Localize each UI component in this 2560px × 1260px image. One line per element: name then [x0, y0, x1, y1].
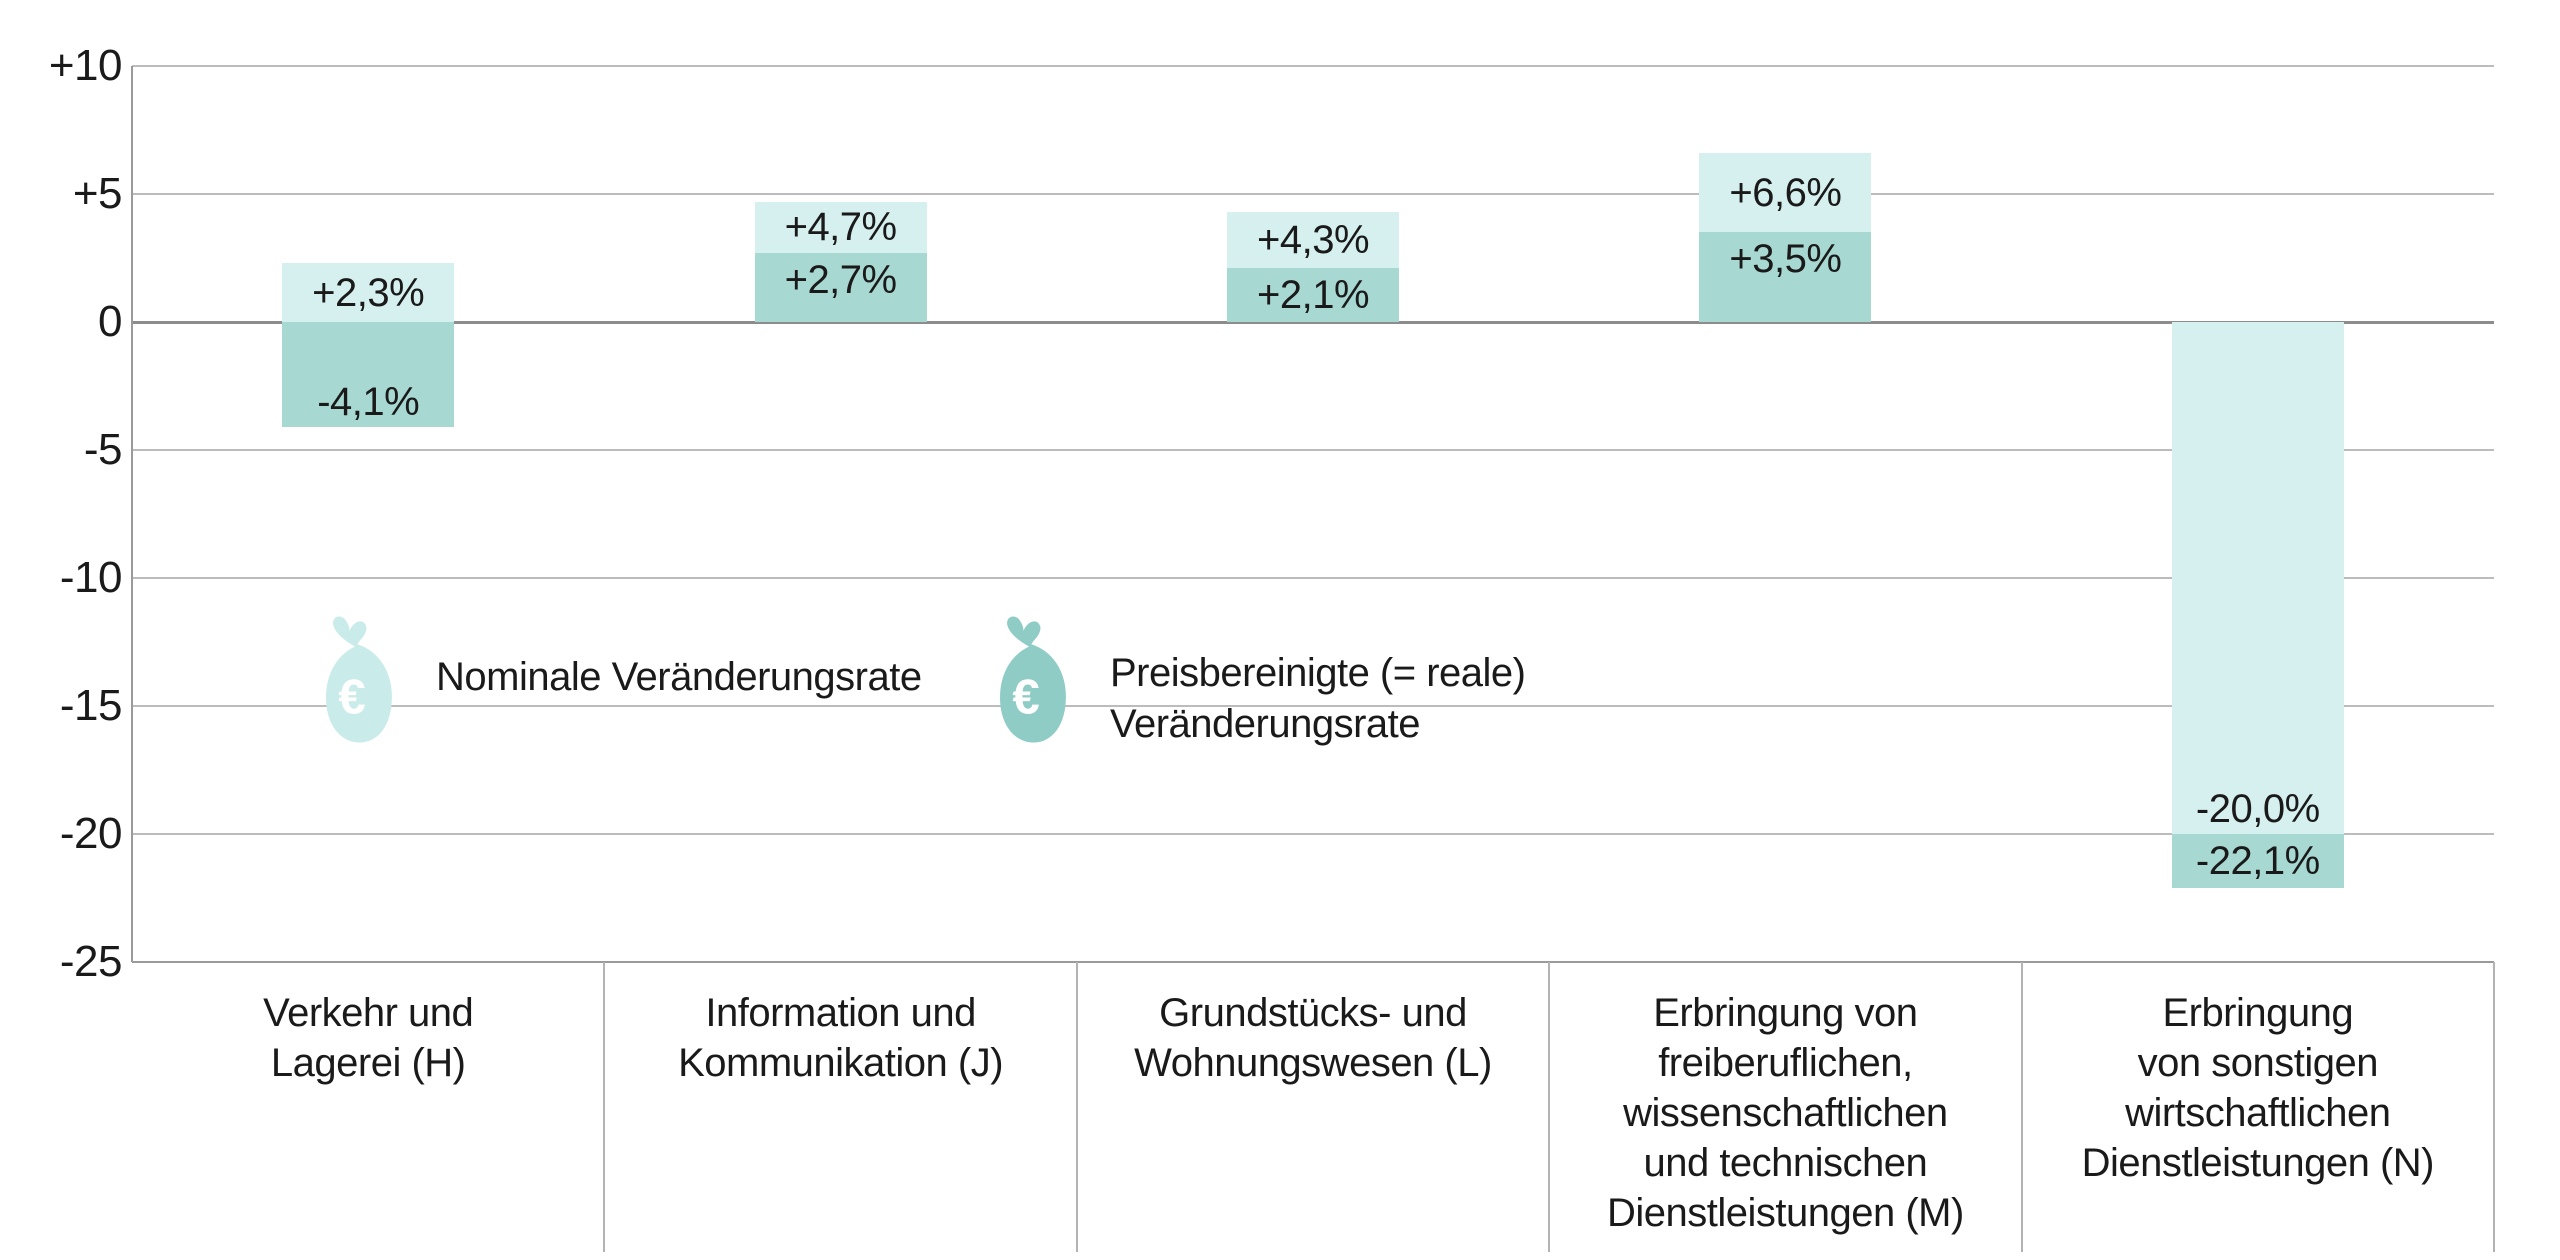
category-label-line: wissenschaftlichen — [1623, 1091, 1948, 1135]
euro-symbol: € — [338, 671, 365, 725]
x-axis-baseline — [132, 961, 2494, 963]
y-axis-tick-label: -20 — [59, 809, 123, 858]
category-label-line: und technischen — [1643, 1141, 1928, 1185]
gridline — [132, 449, 2494, 451]
bar-value-label-real: -4,1% — [317, 379, 420, 424]
category-label: Erbringung von freiberuflichen, wissenscha… — [1549, 988, 2021, 1238]
gridline — [132, 833, 2494, 835]
y-axis-tick-label: -25 — [59, 937, 123, 986]
category-label-line: Wohnungswesen (L) — [1134, 1041, 1492, 1085]
category-label-line: Grundstücks- und — [1159, 991, 1467, 1035]
category-label-line: von sonstigen — [2137, 1041, 2379, 1085]
y-axis-tick-label: +10 — [48, 41, 123, 90]
bar-value-label-real: -22,1% — [2195, 838, 2320, 883]
category-label-line: Verkehr und — [263, 991, 474, 1035]
category-label: Erbringung von sonstigen wirtschaftlichen D… — [2022, 988, 2494, 1188]
bar-value-label-nominal: -20,0% — [2195, 787, 2320, 831]
gridline — [132, 65, 2494, 67]
bar-value-label-real: +2,1% — [1256, 273, 1370, 318]
category-label-line: Erbringung — [2162, 991, 2354, 1035]
gridline — [132, 193, 2494, 195]
gridline — [132, 577, 2494, 579]
bar-value-label-nominal: +6,6% — [1729, 170, 1842, 215]
category-label: Information und Kommunikation (J) — [604, 988, 1076, 1088]
legend-label-real-line1: Preisbereinigte (= reale) — [1110, 651, 1526, 695]
category-label-line: Kommunikation (J) — [678, 1041, 1004, 1085]
y-axis-line — [131, 66, 133, 962]
bar-value-label-nominal: +4,3% — [1256, 218, 1370, 263]
bar-value-label-nominal: +2,3% — [312, 270, 425, 315]
category-label: Verkehr und Lagerei (H) — [132, 988, 604, 1088]
bar-real-segment — [1227, 268, 1399, 322]
column-separator — [2493, 962, 2495, 1252]
y-axis-tick-label: -10 — [59, 553, 123, 602]
money-bag-euro-icon: € — [1000, 616, 1066, 743]
zero-line — [132, 320, 2494, 324]
money-bag-euro-icon: € — [326, 616, 392, 743]
y-axis-tick-label: -5 — [83, 425, 123, 474]
gridline — [132, 705, 2494, 707]
bar-real-segment — [282, 322, 455, 427]
bar-nominal-segment — [2171, 322, 2344, 834]
category-label-line: freiberuflichen, — [1658, 1041, 1913, 1085]
category-label-line: Erbringung von — [1653, 991, 1918, 1035]
bar-value-label-real: +2,7% — [784, 257, 898, 302]
column-separator — [1548, 962, 1551, 1252]
y-axis-tick-label: 0 — [98, 297, 122, 346]
y-axis-tick-label: -15 — [59, 681, 123, 730]
legend-label-real-line2: Veränderungsrate — [1110, 702, 1421, 746]
category-label-line: wirtschaftlichen — [2125, 1091, 2391, 1135]
column-separator — [603, 962, 606, 1252]
bar-value-label-real: +3,5% — [1729, 237, 1842, 282]
bar-real-segment — [1699, 232, 1872, 322]
legend-label-real: Preisbereinigte (= reale) Veränderungsra… — [1110, 648, 1526, 750]
category-label-line: Dienstleistungen (M) — [1606, 1191, 1964, 1235]
category-label-line: Dienstleistungen (N) — [2081, 1141, 2435, 1185]
euro-symbol: € — [1012, 671, 1039, 725]
y-axis-tick-label: +5 — [72, 169, 123, 218]
legend-label-nominal: Nominale Veränderungsrate — [436, 655, 922, 699]
category-label: Grundstücks- und Wohnungswesen (L) — [1077, 988, 1549, 1088]
category-label-line: Information und — [705, 991, 976, 1035]
column-separator — [1075, 962, 1078, 1252]
bar-real-segment — [754, 252, 927, 322]
column-separator — [2020, 962, 2023, 1252]
bar-nominal-segment — [282, 263, 455, 322]
bar-value-label-nominal: +4,7% — [784, 205, 898, 250]
category-label-line: Lagerei (H) — [270, 1041, 466, 1085]
